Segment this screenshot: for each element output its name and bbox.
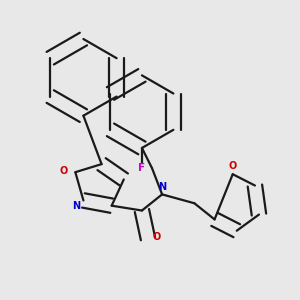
Text: N: N [158, 182, 166, 192]
Text: O: O [60, 167, 68, 176]
Text: O: O [229, 161, 237, 171]
Text: N: N [72, 201, 80, 211]
Text: F: F [138, 163, 146, 173]
Text: O: O [153, 232, 161, 242]
